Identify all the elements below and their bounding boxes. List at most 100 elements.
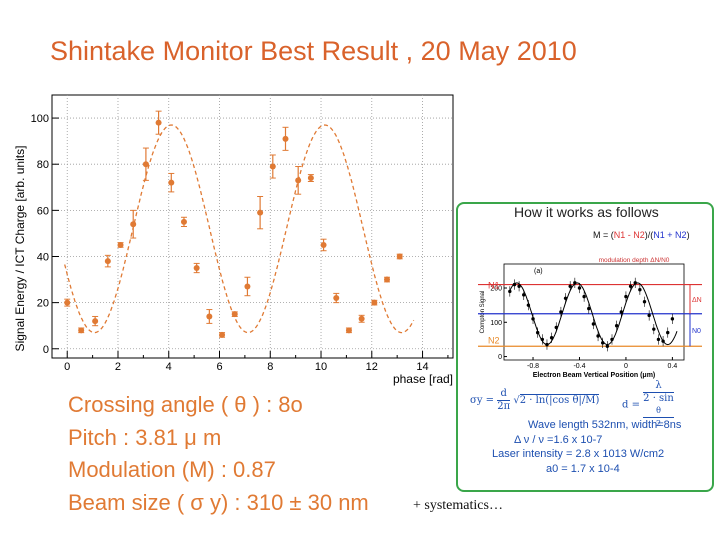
y-tick-label: 40 (37, 251, 49, 263)
inset-data-point (577, 286, 582, 290)
data-point (358, 315, 365, 322)
inset-x-label: Electron Beam Vertical Position (μm) (533, 372, 656, 379)
inset-data-point (661, 339, 665, 343)
sigma-den: 2π (497, 401, 511, 412)
inset-x-tick-label: -0.4 (573, 363, 585, 370)
d-num: λ (643, 380, 674, 393)
data-point (64, 299, 71, 306)
inset-data-point (596, 334, 600, 338)
theta-num: θ (643, 405, 674, 418)
data-point (333, 295, 340, 302)
data-point (345, 327, 352, 334)
data-point (396, 253, 403, 260)
data-point (307, 175, 314, 182)
x-tick-label: 0 (64, 361, 70, 373)
inset-data-point (563, 296, 568, 300)
x-tick-label: 8 (267, 361, 273, 373)
inset-data-point (587, 306, 591, 311)
data-point (384, 276, 391, 283)
panel-label: (a) (534, 268, 543, 275)
how-it-works-inset: How it works as follows M = (N1 - N2)/(N… (456, 202, 714, 492)
inset-data-point (666, 330, 670, 335)
data-point (193, 265, 200, 272)
sqrt-sign-icon: √ (513, 395, 520, 406)
x-tick-label: 2 (115, 361, 121, 373)
spec-freq: Δ ν / ν =1.6 x 10-7 (514, 433, 603, 446)
level-label-n1: N1 (488, 281, 500, 291)
sigma-fraction: d 2π (497, 388, 511, 413)
data-point (180, 218, 187, 225)
formula-m-part-5: ) (686, 230, 690, 240)
spec-wavelength: Wave length 532nm, width=8ns (528, 419, 682, 431)
data-point (371, 299, 378, 306)
inset-x-tick-label: 0 (624, 363, 628, 370)
inset-data-point (656, 337, 661, 342)
data-point (92, 318, 99, 325)
inset-data-point (540, 337, 545, 342)
data-point (244, 283, 251, 290)
plot-frame (51, 94, 454, 359)
inset-data-point (545, 342, 549, 347)
x-tick-label: 6 (216, 361, 222, 373)
beam-size-text: Beam size ( σ y) : 310 ± 30 nm (68, 489, 369, 515)
n0-label: N0 (692, 328, 701, 335)
x-tick-label: 4 (166, 361, 172, 373)
y-tick-label: 60 (37, 205, 49, 217)
inset-frame (503, 263, 685, 361)
inset-data-point (601, 341, 605, 345)
inset-data-point (582, 294, 586, 299)
sigma-num: d (497, 388, 511, 401)
data-point (206, 313, 213, 320)
x-tick-label: 14 (416, 361, 428, 373)
parameters-block: Crossing angle ( θ ) : 8o Pitch : 3.81 μ… (68, 389, 369, 519)
inset-data-point (652, 327, 656, 331)
inset-plot: modulation depth ΔN/N0 (a) -0.8 -0.4 0 0.4 0 10… (478, 257, 702, 379)
pitch-text: Pitch : 3.81 μ m (68, 424, 222, 450)
formula-m-part-2: N1 - N2 (613, 230, 645, 240)
inset-y-tick-label: 200 (490, 286, 502, 293)
spec-a0: a0 = 1.7 x 10-4 (546, 462, 620, 475)
inset-data-point (610, 337, 614, 342)
y-tick-label: 80 (37, 159, 49, 171)
inset-data-point (591, 322, 596, 326)
inset-data-point (568, 284, 572, 288)
sigma-sqrt: 2 · ln(|cos θ|/M) (519, 394, 600, 406)
data-point (295, 177, 302, 184)
modulation-formula: M = (N1 - N2)/(N1 + N2) (593, 230, 690, 240)
inset-data-point (508, 289, 512, 294)
data-point (320, 241, 327, 248)
sigma-lhs: σy = (470, 395, 495, 406)
data-point (155, 119, 162, 126)
fit-curve (64, 124, 415, 334)
inset-data-point (638, 288, 642, 292)
systematics-note: + systematics… (413, 498, 503, 513)
inset-data-point (522, 293, 526, 297)
level-label-n2: N2 (488, 335, 500, 345)
inset-data-point (549, 336, 554, 340)
inset-chart-title: modulation depth ΔN/N0 (599, 257, 670, 264)
inset-data-point (554, 325, 558, 330)
slide-title: Shintake Monitor Best Result , 20 May 20… (50, 36, 577, 66)
laser-specs: Wave length 532nm, width=8ns Δ ν / ν =1.… (458, 418, 716, 476)
data-point (231, 311, 238, 318)
inset-data-point (624, 294, 628, 299)
inset-data-point (517, 284, 521, 288)
inset-y-label: Compton Signal (480, 291, 486, 334)
crossing-angle-text: Crossing angle ( θ ) : 8o (68, 392, 303, 417)
y-tick-label: 100 (31, 113, 49, 125)
inset-x-tick-label: -0.8 (527, 363, 539, 370)
formula-m-part-1: M = ( (593, 230, 614, 240)
data-point (78, 327, 85, 334)
theta-den: 2 (655, 419, 662, 428)
data-point (219, 331, 226, 338)
d-den-pre: 2 · sin (643, 393, 674, 404)
d-lhs: d = (622, 399, 640, 411)
y-tick-label: 20 (37, 298, 49, 310)
inset-data-point (619, 310, 623, 314)
modulation-text: Modulation (M) : 0.87 (68, 457, 276, 482)
data-point (257, 209, 264, 216)
